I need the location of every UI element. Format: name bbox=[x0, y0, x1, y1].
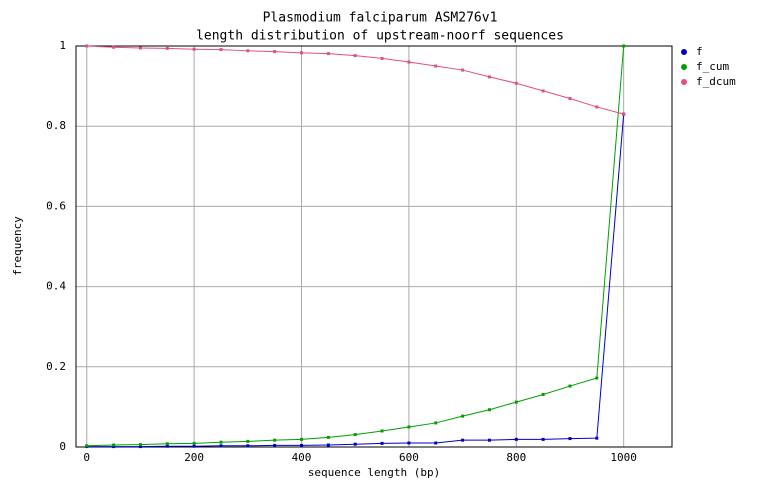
x-tick-label: 400 bbox=[292, 451, 312, 464]
data-point bbox=[326, 52, 330, 56]
data-point bbox=[192, 441, 196, 445]
data-point bbox=[541, 89, 545, 93]
data-point bbox=[246, 49, 250, 53]
data-point bbox=[407, 425, 411, 429]
y-tick-label: 0.6 bbox=[46, 199, 66, 212]
data-point bbox=[568, 384, 572, 388]
data-point bbox=[568, 97, 572, 101]
data-point bbox=[353, 433, 357, 437]
chart-subtitle: length distribution of upstream-noorf se… bbox=[196, 29, 564, 44]
x-tick-label: 0 bbox=[83, 451, 90, 464]
data-point bbox=[407, 441, 411, 445]
data-point bbox=[622, 44, 626, 48]
y-tick-label: 1 bbox=[59, 39, 66, 52]
x-tick-label: 800 bbox=[506, 451, 526, 464]
data-point bbox=[461, 438, 465, 442]
data-point bbox=[595, 436, 599, 440]
data-point bbox=[514, 400, 518, 404]
data-point bbox=[219, 444, 223, 448]
data-point bbox=[353, 442, 357, 446]
data-point bbox=[380, 429, 384, 433]
data-point bbox=[273, 443, 277, 447]
data-point bbox=[487, 438, 491, 442]
data-point bbox=[246, 444, 250, 448]
data-point bbox=[85, 44, 89, 48]
data-point bbox=[246, 439, 250, 443]
data-point bbox=[541, 392, 545, 396]
data-point bbox=[407, 60, 411, 64]
data-point bbox=[300, 51, 304, 55]
data-point bbox=[461, 68, 465, 72]
data-point bbox=[434, 64, 438, 68]
legend-label: f_dcum bbox=[696, 75, 736, 88]
data-point bbox=[273, 438, 277, 442]
data-point bbox=[487, 408, 491, 412]
data-point bbox=[622, 112, 626, 116]
x-tick-label: 1000 bbox=[610, 451, 637, 464]
x-tick-label: 600 bbox=[399, 451, 419, 464]
y-tick-label: 0.2 bbox=[46, 360, 66, 373]
data-point bbox=[595, 105, 599, 109]
plot-frame bbox=[75, 45, 673, 448]
x-tick-label: 200 bbox=[184, 451, 204, 464]
data-point bbox=[514, 437, 518, 441]
x-axis-label: sequence length (bp) bbox=[308, 466, 440, 479]
data-point bbox=[326, 435, 330, 439]
data-point bbox=[541, 437, 545, 441]
data-point bbox=[165, 46, 169, 50]
data-point bbox=[326, 443, 330, 447]
legend-marker bbox=[681, 64, 687, 70]
y-tick-label: 0.4 bbox=[46, 280, 66, 293]
data-point bbox=[85, 444, 89, 448]
data-point bbox=[219, 440, 223, 444]
chart-title: Plasmodium falciparum ASM276v1 bbox=[263, 11, 498, 26]
data-point bbox=[138, 445, 142, 449]
data-point bbox=[434, 421, 438, 425]
data-point bbox=[165, 442, 169, 446]
data-point bbox=[273, 50, 277, 54]
data-point bbox=[461, 414, 465, 418]
data-point bbox=[595, 376, 599, 380]
data-point bbox=[138, 443, 142, 447]
data-point bbox=[112, 445, 116, 449]
data-point bbox=[300, 443, 304, 447]
data-point bbox=[353, 54, 357, 58]
data-point bbox=[514, 81, 518, 85]
legend-marker bbox=[681, 49, 687, 55]
series-line bbox=[86, 114, 625, 448]
data-point bbox=[380, 56, 384, 60]
data-point bbox=[300, 437, 304, 441]
series-line bbox=[86, 45, 625, 447]
y-tick-label: 0 bbox=[59, 440, 66, 453]
data-point bbox=[219, 48, 223, 52]
data-point bbox=[192, 47, 196, 51]
legend-label: f bbox=[696, 45, 703, 58]
legend-marker bbox=[681, 79, 687, 85]
y-axis-label: frequency bbox=[11, 216, 24, 276]
data-point bbox=[487, 75, 491, 79]
data-point bbox=[112, 45, 116, 49]
data-point bbox=[165, 444, 169, 448]
data-point bbox=[568, 437, 572, 441]
data-point bbox=[434, 441, 438, 445]
data-point bbox=[192, 444, 196, 448]
legend-label: f_cum bbox=[696, 60, 729, 73]
y-tick-label: 0.8 bbox=[46, 119, 66, 132]
data-point bbox=[138, 46, 142, 50]
data-point bbox=[380, 441, 384, 445]
data-point bbox=[112, 443, 116, 447]
